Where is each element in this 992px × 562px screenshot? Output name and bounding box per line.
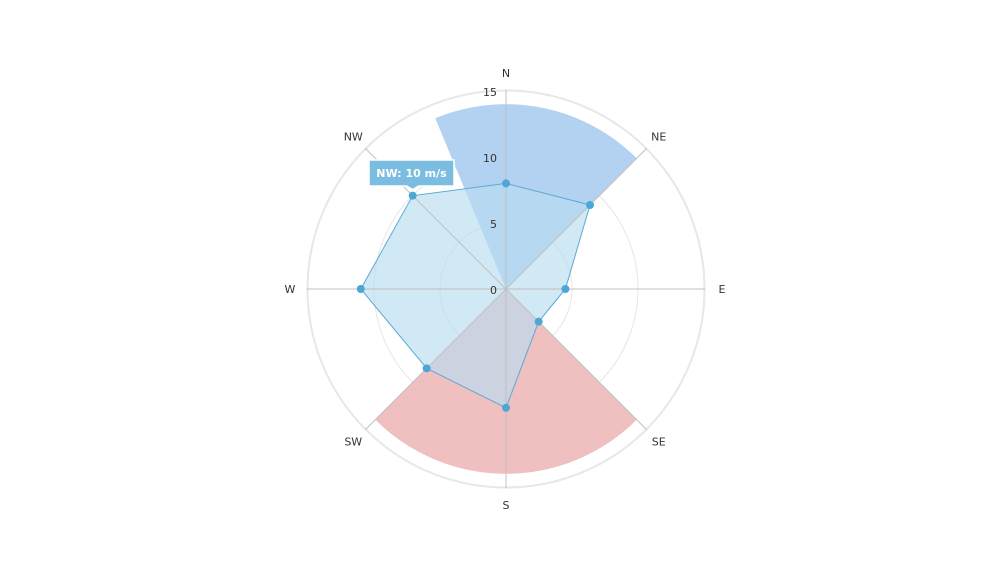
spoke-se — [505, 288, 648, 431]
direction-label-n: N — [502, 67, 510, 80]
direction-labels: N NE E SE S SW W NW — [285, 67, 726, 512]
marker-nw — [408, 191, 417, 200]
direction-label-w: W — [285, 283, 296, 296]
radial-tick-15: 15 — [483, 86, 497, 99]
marker-se — [534, 317, 543, 326]
marker-s — [502, 403, 510, 412]
marker-w — [356, 285, 365, 293]
marker-e — [561, 285, 570, 293]
marker-sw — [422, 364, 431, 373]
direction-label-sw: SW — [344, 436, 362, 449]
direction-label-s: S — [503, 499, 510, 512]
spoke-sw — [364, 288, 507, 431]
tooltip-box — [368, 159, 455, 191]
radial-tick-5: 5 — [490, 218, 497, 231]
radial-tick-labels: 0 5 10 15 — [483, 86, 497, 297]
series-markers — [356, 179, 594, 412]
marker-ne — [586, 201, 594, 209]
radial-tick-0: 0 — [490, 284, 497, 297]
tooltip: NW: 10 m/s — [368, 159, 455, 191]
direction-label-ne: NE — [651, 130, 666, 143]
spoke-axes — [307, 90, 705, 488]
radial-tick-10: 10 — [483, 152, 497, 165]
marker-n — [502, 179, 510, 188]
direction-label-e: E — [719, 283, 726, 296]
direction-label-nw: NW — [344, 130, 363, 143]
tooltip-text: NW: 10 m/s — [376, 167, 447, 180]
direction-label-se: SE — [652, 436, 666, 449]
spoke-ne — [505, 147, 648, 290]
